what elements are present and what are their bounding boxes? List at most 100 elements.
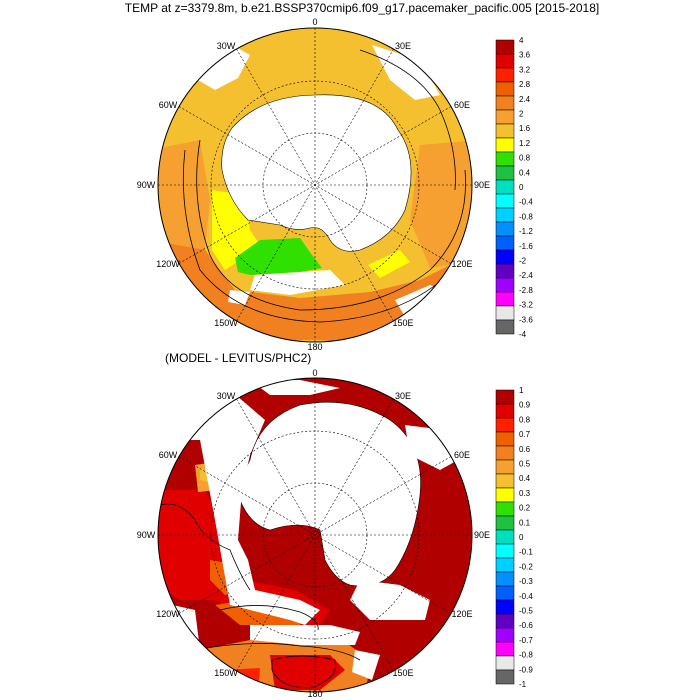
- lon-label: 150W: [214, 318, 238, 328]
- colorbar-swatch: [495, 557, 515, 573]
- colorbar-tick-label: -0.2: [519, 562, 533, 571]
- region-east-warm: [410, 140, 472, 268]
- lon-label: 60W: [159, 450, 178, 460]
- colorbar-tick-label: -0.7: [519, 636, 533, 645]
- region-east-yellow: [368, 250, 410, 278]
- contour-line: [359, 49, 456, 191]
- landmask-south-gap: [250, 625, 360, 645]
- colorbar-tick-label: 0.6: [519, 445, 531, 454]
- map-bottom: 0 30E 60E 90E 120E 150E 180 150W 120W 90…: [137, 368, 534, 699]
- colorbar-tick-label: -0.4: [519, 198, 533, 207]
- contour-line: [204, 643, 361, 661]
- colorbar-tick-label: 0.3: [519, 489, 531, 498]
- lon-label: 150E: [392, 318, 413, 328]
- lon-label: 30E: [395, 391, 411, 401]
- colorbar-tick-label: -2: [519, 257, 527, 266]
- colorbar-tick-label: 2.8: [519, 80, 531, 89]
- colorbar-swatch: [495, 473, 515, 489]
- colorbar-tick-label: -0.5: [519, 607, 533, 616]
- colorbar-tick-label: 0.9: [519, 401, 531, 410]
- lon-label: 120E: [451, 609, 472, 619]
- colorbar-tick-label: -3.6: [519, 315, 533, 324]
- colorbar-swatch: [495, 277, 515, 293]
- contour-line: [219, 605, 319, 631]
- colorbar-tick-label: 1: [519, 386, 524, 395]
- colorbar-swatch: [495, 179, 515, 195]
- colorbar-tick-label: 1.2: [519, 139, 531, 148]
- colorbar-swatch: [495, 669, 515, 685]
- colorbar-swatch: [495, 655, 515, 671]
- colorbar-tick-label: -1: [519, 680, 527, 689]
- antarctica-landmask: [221, 94, 412, 252]
- colorbar-tick-label: -1.6: [519, 242, 533, 251]
- longitude-labels: 0 30E 60E 90E 120E 150E 180 150W 120W 90…: [137, 17, 490, 352]
- lon-label: 150W: [214, 668, 238, 678]
- colorbar-swatch: [495, 627, 515, 643]
- contour-line: [196, 139, 466, 311]
- colorbar-swatch: [495, 165, 515, 181]
- colorbar-swatch: [495, 109, 515, 125]
- antarctica-landmask: [239, 401, 421, 587]
- colorbar-tick-label: 0: [519, 533, 524, 542]
- lon-label: 90W: [137, 180, 156, 190]
- contour-line: [271, 655, 337, 689]
- lon-label: 0: [312, 17, 317, 27]
- lon-label: 30W: [217, 41, 236, 51]
- lon-label: 120W: [156, 259, 180, 269]
- colorbar-tick-label: 4: [519, 36, 524, 45]
- contour-line: [159, 503, 251, 591]
- colorbar-swatch: [495, 459, 515, 475]
- colorbar-swatch: [495, 53, 515, 69]
- colorbar-swatch: [495, 263, 515, 279]
- colorbar-tick-label: -2.4: [519, 271, 533, 280]
- colorbar-tick-label: 0.8: [519, 415, 531, 424]
- colorbar-tick-label: 0.7: [519, 430, 531, 439]
- lon-label: 120E: [451, 259, 472, 269]
- lon-label: 30E: [395, 41, 411, 51]
- colorbar-tick-label: 3.2: [519, 65, 531, 74]
- colorbar-bottom: 1 0.9 0.8 0.7 0.6 0.5 0.4 0.3 0.2 0.1 0 -0.1 -0.2 -0.…: [495, 386, 533, 689]
- colorbar-tick-label: -0.3: [519, 577, 533, 586]
- colorbar-swatch: [495, 571, 515, 587]
- colorbar-swatch: [495, 235, 515, 251]
- region-pacific-red: [270, 655, 345, 690]
- colorbar-tick-label: 0.1: [519, 518, 531, 527]
- colorbar-swatch: [495, 95, 515, 111]
- lon-label: 120W: [156, 609, 180, 619]
- colorbar-tick-label: -3.2: [519, 301, 533, 310]
- colorbar-tick-label: 0.4: [519, 474, 531, 483]
- lon-label: 90E: [474, 530, 490, 540]
- colorbar-swatch: [495, 613, 515, 629]
- lon-label: 90W: [137, 530, 156, 540]
- colorbar-tick-label: 0: [519, 183, 524, 192]
- lon-label: 90E: [474, 180, 490, 190]
- region-west-warm: [158, 140, 210, 250]
- colorbar-swatch: [495, 249, 515, 265]
- colorbar-tick-label: 0.2: [519, 504, 531, 513]
- colorbar-tick-label: -0.9: [519, 665, 533, 674]
- colorbar-top: 4 3.6 3.2 2.8 2.4 2 1.6 1.2 0.8 0.4 0 -0.4 -0.8 -1.2 -…: [495, 36, 533, 339]
- colorbar-swatch: [495, 291, 515, 307]
- colorbar-swatch: [495, 501, 515, 517]
- colorbar-tick-label: -4: [519, 330, 527, 339]
- lon-label: 180: [307, 689, 322, 699]
- colorbar-swatch: [495, 207, 515, 223]
- colorbar-swatch: [495, 389, 515, 405]
- landmask-far-south: [158, 300, 200, 342]
- colorbar-tick-label: 2.4: [519, 95, 531, 104]
- landmask-east: [350, 580, 430, 620]
- colorbar-tick-label: -0.1: [519, 548, 533, 557]
- colorbar-tick-label: 2: [519, 110, 524, 119]
- subtitle: (MODEL - LEVITUS/PHC2): [165, 351, 311, 365]
- lon-label: 0: [312, 368, 317, 378]
- map-boundary: [157, 377, 473, 693]
- colorbar-tick-label: 0.5: [519, 460, 531, 469]
- colorbar-tick-label: -1.2: [519, 227, 533, 236]
- colorbar-tick-label: -0.8: [519, 212, 533, 221]
- colorbar-swatch: [495, 431, 515, 447]
- map-top: 0 30E 60E 90E 120E 150E 180 150W 120W 90…: [137, 17, 534, 352]
- colorbar-tick-label: -2.8: [519, 286, 533, 295]
- colorbar-swatch: [495, 529, 515, 545]
- colorbar-swatch: [495, 305, 515, 321]
- region-green: [235, 238, 322, 275]
